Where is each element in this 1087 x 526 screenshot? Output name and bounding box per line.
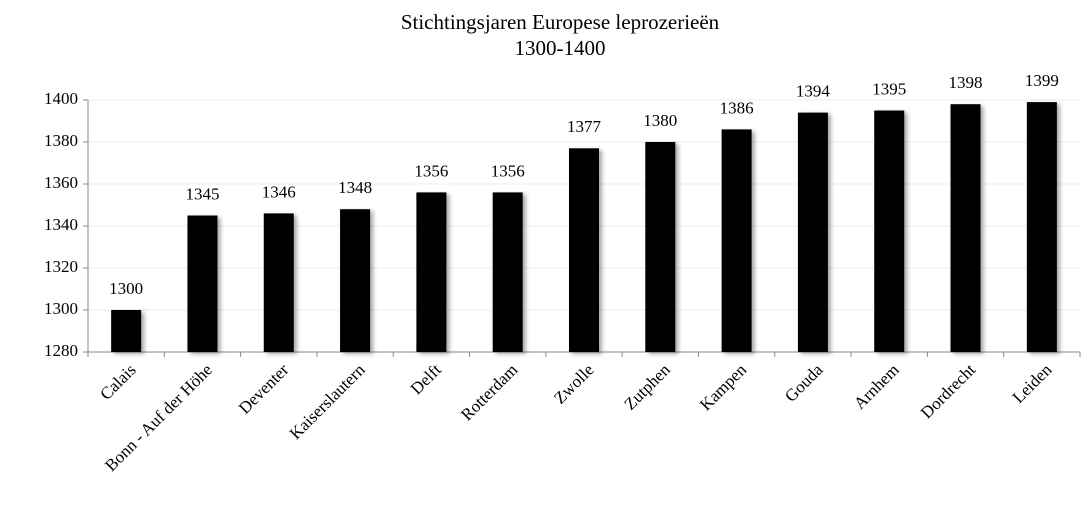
x-tick-label: Rotterdam (457, 360, 521, 424)
bar (874, 110, 905, 352)
bar (111, 310, 142, 352)
y-tick-label: 1340 (44, 215, 78, 234)
bar (1026, 102, 1057, 352)
data-label: 1386 (720, 98, 754, 117)
bar (263, 213, 294, 352)
chart-title: Stichtingsjaren Europese leprozerieën (401, 10, 720, 34)
x-tick-label: Calais (96, 360, 139, 403)
bar (569, 148, 599, 352)
y-tick-label: 1320 (44, 257, 78, 276)
data-label: 1345 (185, 184, 219, 203)
bar (416, 192, 447, 352)
data-label: 1356 (414, 161, 448, 180)
bar (492, 192, 523, 352)
data-label: 1377 (567, 117, 602, 136)
bar (187, 215, 218, 352)
data-label: 1356 (491, 161, 525, 180)
data-label: 1348 (338, 178, 372, 197)
bar (797, 112, 828, 352)
data-label: 1394 (796, 82, 831, 101)
x-tick-label: Delft (407, 360, 445, 398)
x-tick-label: Zwolle (550, 360, 597, 407)
x-tick-label: Leiden (1009, 360, 1056, 407)
x-tick-label: Zutphen (620, 360, 674, 414)
x-tick-label: Kaiserslautern (286, 360, 369, 443)
data-label: 1300 (109, 279, 143, 298)
x-tick-label: Dordrecht (917, 360, 979, 422)
y-tick-label: 1300 (44, 299, 78, 318)
x-tick-label: Arnhem (850, 360, 903, 413)
y-tick-label: 1400 (44, 89, 78, 108)
chart-subtitle: 1300-1400 (515, 36, 606, 60)
data-label: 1346 (262, 182, 296, 201)
data-label: 1380 (643, 111, 677, 130)
x-tick-label: Deventer (235, 360, 293, 418)
y-tick-label: 1360 (44, 173, 78, 192)
data-label: 1395 (872, 79, 906, 98)
bar (950, 104, 981, 352)
y-tick-label: 1380 (44, 131, 78, 150)
bar (645, 142, 676, 352)
data-label: 1399 (1025, 71, 1059, 90)
bar (721, 129, 752, 352)
x-tick-label: Gouda (781, 360, 827, 406)
bar (340, 209, 371, 352)
y-tick-label: 1280 (44, 341, 78, 360)
data-label: 1398 (949, 73, 983, 92)
x-tick-label: Kampen (696, 360, 751, 415)
